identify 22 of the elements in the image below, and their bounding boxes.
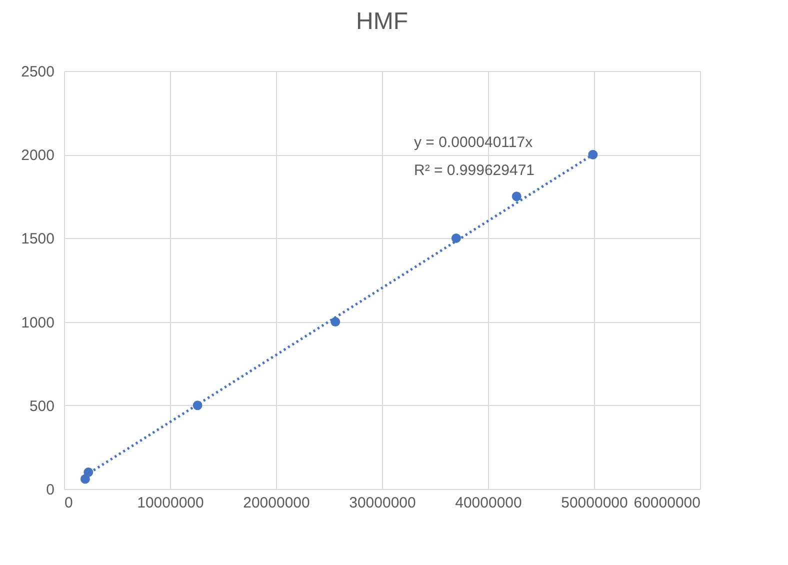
annotation: R² = 0.999629471	[414, 162, 535, 179]
x-tick-label: 40000000	[455, 494, 522, 512]
chart-title: HMF	[356, 8, 408, 35]
point	[84, 468, 94, 478]
y-tick-label: 1500	[21, 230, 54, 248]
y-tick-label: 0	[46, 482, 54, 498]
annotation: y = 0.000040117x	[414, 134, 534, 151]
point	[451, 233, 461, 243]
x-tick-label: 20000000	[243, 494, 310, 512]
y-tick-label: 2500	[21, 64, 54, 80]
point	[512, 192, 522, 202]
y-tick-label: 2000	[21, 147, 54, 164]
y-tick-label: 500	[29, 398, 54, 415]
x-tick-label: 30000000	[349, 494, 416, 512]
point	[192, 400, 202, 410]
x-tick-label: 60000000	[634, 494, 700, 512]
x-tick-label: 0	[64, 494, 73, 512]
x-tick-label: 50000000	[561, 494, 628, 512]
y-tick-label: 1000	[21, 314, 54, 332]
x-tick-label: 10000000	[137, 494, 204, 512]
point	[588, 150, 598, 160]
point	[330, 317, 340, 327]
